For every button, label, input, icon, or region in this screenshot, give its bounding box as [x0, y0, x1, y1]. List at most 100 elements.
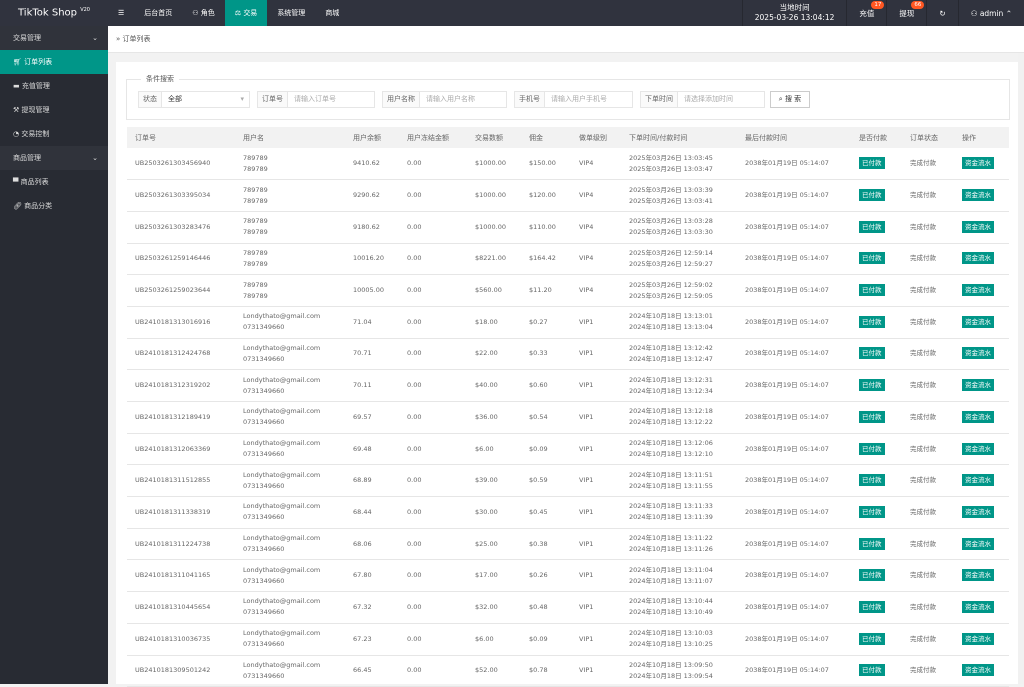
- vip-level: VIP1: [579, 381, 594, 390]
- paid-cell: 已付款: [851, 464, 902, 498]
- level-cell: VIP1: [571, 655, 621, 687]
- frozen-cell: 0.00: [399, 243, 467, 276]
- fund-flow-button[interactable]: 资金流水: [962, 410, 994, 423]
- action-cell: 资金流水: [954, 559, 1009, 593]
- fund-flow-button[interactable]: 资金流水: [962, 347, 994, 360]
- username: 789789: [243, 248, 268, 257]
- vip-level: VIP1: [579, 317, 594, 326]
- fund-flow-button[interactable]: 资金流水: [962, 632, 994, 645]
- username-field[interactable]: 用户名称 请输入用户名称: [382, 91, 507, 108]
- sidebar-item-trade-control[interactable]: ◔ 交易控制: [13, 130, 50, 138]
- table-row: UB2410181312319202 Londythato@gmail.com 0…: [127, 369, 1009, 402]
- sidebar-item-withdraw[interactable]: ⚒ 提现管理: [13, 106, 50, 114]
- fund-flow-button[interactable]: 资金流水: [962, 157, 994, 170]
- order-time: 2024年10月18日 13:11:04: [629, 565, 713, 574]
- recharge-link[interactable]: 充值 17: [846, 0, 886, 26]
- balance-cell: 71.04: [345, 306, 399, 339]
- sidebar-item-goods-list[interactable]: ▀ 商品列表: [13, 178, 49, 186]
- status-select[interactable]: 状态 全部 ▾: [138, 91, 250, 108]
- paid-badge: 已付款: [859, 189, 885, 202]
- fund-flow-button[interactable]: 资金流水: [962, 600, 994, 613]
- nav-mall[interactable]: 商城: [325, 9, 340, 17]
- order-time-field[interactable]: 下单时间 请选择添加时间: [640, 91, 765, 108]
- sidebar-item-goods-category[interactable]: 🔗︎ 商品分类: [13, 202, 53, 210]
- nav-roles[interactable]: ⚇ 角色: [192, 9, 215, 17]
- amount-cell: $22.00: [467, 338, 521, 371]
- search-button[interactable]: ⌕ 搜 索: [770, 91, 810, 108]
- search-icon: ⌕: [778, 95, 785, 103]
- logo: TikTok Shop V20: [17, 7, 90, 19]
- balance-cell: 10005.00: [345, 274, 399, 307]
- status-cell: 完成付款: [902, 623, 954, 656]
- commission: $110.00: [529, 222, 556, 231]
- fund-flow-button[interactable]: 资金流水: [962, 664, 994, 677]
- commission: $0.33: [529, 349, 548, 358]
- vip-level: VIP4: [579, 191, 594, 200]
- nav-home[interactable]: 后台首页: [144, 9, 173, 17]
- trade-amount: $6.00: [475, 444, 494, 453]
- column-header: 交易数额: [467, 127, 521, 148]
- paid-badge: 已付款: [859, 252, 885, 265]
- order-time: 2025年03月26日 13:03:39: [629, 185, 713, 194]
- time-cell: 2024年10月18日 13:12:42 2024年10月18日 13:12:47: [621, 338, 737, 371]
- phone-field[interactable]: 手机号 请输入用户手机号: [514, 91, 633, 108]
- version: V20: [80, 7, 90, 14]
- balance-cell: 66.45: [345, 655, 399, 687]
- amount-cell: $39.00: [467, 464, 521, 498]
- time-cell: 2025年03月26日 13:03:39 2025年03月26日 13:03:41: [621, 179, 737, 212]
- fund-flow-button[interactable]: 资金流水: [962, 569, 994, 582]
- fund-flow-button[interactable]: 资金流水: [962, 284, 994, 297]
- frozen-cell: 0.00: [399, 559, 467, 593]
- sidebar-group-trade[interactable]: 交易管理 ⌄: [0, 26, 108, 50]
- fund-flow-button[interactable]: 资金流水: [962, 189, 994, 202]
- order-status: 完成付款: [910, 349, 936, 358]
- nav-trade[interactable]: ⚖ 交易: [224, 0, 268, 26]
- withdraw-link[interactable]: 提现 66: [886, 0, 926, 26]
- order-time: 2024年10月18日 13:12:06: [629, 439, 713, 448]
- user-cell: 789789 789789: [235, 148, 345, 181]
- order-time: 2024年10月18日 13:10:44: [629, 597, 713, 606]
- username: Londythato@gmail.com: [243, 502, 321, 511]
- order-status: 完成付款: [910, 444, 936, 453]
- fund-flow-button[interactable]: 资金流水: [962, 220, 994, 233]
- balance: 66.45: [353, 666, 372, 675]
- trade-amount: $17.00: [475, 571, 498, 580]
- user-phone: 0731349660: [243, 323, 285, 332]
- sidebar-item-orders[interactable]: 🛒︎ 订单列表: [0, 50, 108, 74]
- time-cell: 2024年10月18日 13:10:44 2024年10月18日 13:10:49: [621, 591, 737, 624]
- fund-flow-button[interactable]: 资金流水: [962, 537, 994, 550]
- user-phone: 0731349660: [243, 608, 285, 617]
- order-status: 完成付款: [910, 286, 936, 295]
- order-number-field[interactable]: 订单号 请输入订单号: [257, 91, 375, 108]
- fund-flow-button[interactable]: 资金流水: [962, 315, 994, 328]
- fund-flow-button[interactable]: 资金流水: [962, 505, 994, 518]
- vip-level: VIP4: [579, 286, 594, 295]
- frozen-cell: 0.00: [399, 179, 467, 212]
- commission-cell: $0.48: [521, 591, 571, 624]
- last-pay-time: 2038年01月19日 05:14:07: [745, 444, 829, 453]
- fund-flow-button[interactable]: 资金流水: [962, 379, 994, 392]
- refresh-icon[interactable]: ↻: [926, 0, 957, 26]
- fund-flow-button[interactable]: 资金流水: [962, 474, 994, 487]
- last-pay-cell: 2038年01月19日 05:14:07: [737, 179, 851, 212]
- fund-flow-button[interactable]: 资金流水: [962, 442, 994, 455]
- action-cell: 资金流水: [954, 243, 1009, 276]
- last-pay-time: 2038年01月19日 05:14:07: [745, 317, 829, 326]
- user-cell: Londythato@gmail.com 0731349660: [235, 433, 345, 466]
- last-pay-cell: 2038年01月19日 05:14:07: [737, 211, 851, 244]
- frozen-cell: 0.00: [399, 464, 467, 498]
- order-id: UB2410181311338319: [135, 507, 211, 516]
- scrollbar[interactable]: [1018, 53, 1024, 684]
- menu-toggle-button[interactable]: ☰: [118, 9, 125, 17]
- sidebar-item-recharge[interactable]: ▬ 充值管理: [13, 82, 50, 90]
- user-menu[interactable]: ⚇ admin ⌃: [957, 0, 1024, 26]
- user-cell: 789789 789789: [235, 274, 345, 307]
- fund-flow-button[interactable]: 资金流水: [962, 252, 994, 265]
- amount-cell: $8221.00: [467, 243, 521, 276]
- nav-system[interactable]: 系统管理: [277, 9, 306, 17]
- paid-badge: 已付款: [859, 537, 885, 550]
- order-id: UB2503261259023644: [135, 286, 211, 295]
- username: 789789: [243, 280, 268, 289]
- order-time: 2024年10月18日 13:12:42: [629, 343, 713, 352]
- sidebar-group-goods[interactable]: 商品管理 ⌄: [0, 146, 108, 170]
